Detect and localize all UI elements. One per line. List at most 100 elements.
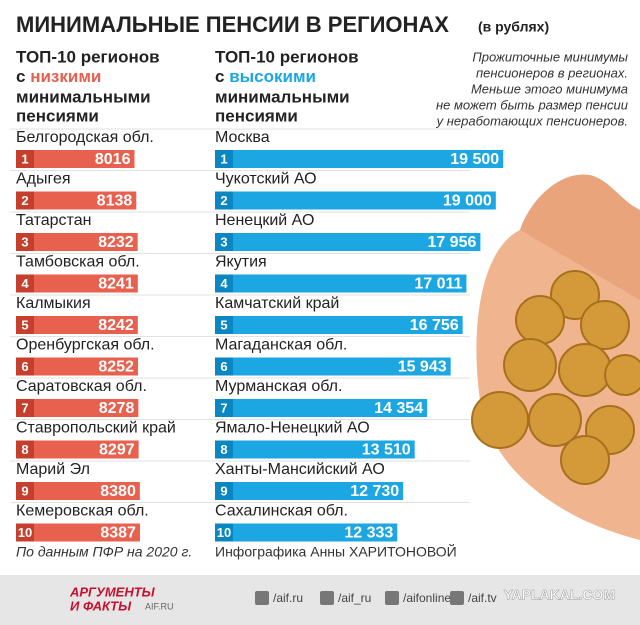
value-label: 12 333 <box>344 525 393 542</box>
rank-label: 3 <box>21 234 28 249</box>
rank-label: 8 <box>21 442 28 457</box>
rank-label: 7 <box>220 400 227 415</box>
chart-title: с низкими <box>16 67 101 86</box>
social-link: /aif.ru <box>273 591 303 605</box>
rank-box <box>16 274 34 293</box>
value-label: 19 000 <box>443 193 492 210</box>
category-label: Тамбовская обл. <box>16 254 140 271</box>
category-label: Ненецкий АО <box>215 212 314 229</box>
chart-title: ТОП-10 регионов <box>215 47 359 66</box>
value-label: 17 011 <box>414 276 462 293</box>
credit: Инфографика Анны ХАРИТОНОВОЙ <box>215 543 457 560</box>
title: МИНИМАЛЬНЫЕ ПЕНСИИ В РЕГИОНАХ <box>16 12 449 37</box>
watermark: YAPLAKAL.COM <box>504 587 616 603</box>
rank-label: 1 <box>21 151 28 166</box>
bar <box>215 191 496 210</box>
bar <box>215 150 504 168</box>
rank-box <box>215 191 233 210</box>
value-label: 13 510 <box>362 442 411 459</box>
social-icon <box>255 591 269 605</box>
rank-box <box>215 482 233 500</box>
category-label: Ханты-Мансийский АО <box>215 461 385 478</box>
chart-title: минимальными <box>16 87 151 106</box>
bar <box>16 191 137 210</box>
value-label: 19 500 <box>450 151 499 168</box>
bar <box>215 482 404 500</box>
category-label: Магаданская обл. <box>215 337 347 354</box>
category-label: Чукотский АО <box>215 171 317 188</box>
value-label: 8297 <box>99 442 135 459</box>
rank-label: 10 <box>217 525 231 540</box>
chart-title-word: с <box>16 67 25 86</box>
rank-label: 3 <box>220 234 227 249</box>
social-icon <box>320 591 334 605</box>
value-label: 8278 <box>99 400 135 417</box>
value-label: 14 354 <box>374 400 423 417</box>
category-label: Татарстан <box>16 212 91 229</box>
unit: (в рублях) <box>478 19 549 35</box>
bar <box>16 150 135 168</box>
chart-title: ТОП-10 регионов <box>16 47 160 66</box>
rank-box <box>16 357 34 376</box>
value-label: 8016 <box>95 151 131 168</box>
chart-title-accent: низкими <box>30 67 101 86</box>
bar <box>16 482 140 500</box>
category-label: Адыгея <box>16 171 71 188</box>
rank-box <box>215 440 233 459</box>
category-label: Сахалинская обл. <box>215 503 348 520</box>
bar <box>16 440 139 459</box>
rank-box <box>16 191 34 210</box>
bar <box>16 399 139 417</box>
rank-box <box>215 233 233 251</box>
rank-label: 4 <box>220 276 228 291</box>
value-label: 17 956 <box>427 234 476 251</box>
rank-label: 6 <box>21 359 28 374</box>
value-label: 12 730 <box>350 483 399 500</box>
rank-box <box>16 150 34 168</box>
rank-label: 5 <box>220 317 227 332</box>
rank-box <box>16 233 34 251</box>
rank-box <box>16 399 34 417</box>
rank-box <box>215 357 233 376</box>
value-label: 8232 <box>98 234 134 251</box>
rank-box <box>16 482 34 500</box>
source: По данным ПФР на 2020 г. <box>16 544 192 560</box>
note-line: у неработающих пенсионеров. <box>436 113 628 128</box>
category-label: Москва <box>215 129 270 146</box>
rank-label: 4 <box>21 276 29 291</box>
social-icon <box>450 591 464 605</box>
note-line: Меньше этого минимума <box>471 81 628 96</box>
rank-box <box>215 399 233 417</box>
chart-title-accent: высокими <box>229 67 316 86</box>
rank-label: 10 <box>18 525 32 540</box>
note-line: не может быть размер пенсии <box>436 97 628 112</box>
value-label: 8380 <box>100 483 136 500</box>
rank-box <box>215 523 233 542</box>
value-label: 8387 <box>100 525 136 542</box>
category-label: Мурманская обл. <box>215 378 342 395</box>
social-link: /aifonline <box>403 591 451 605</box>
category-label: Камчатский край <box>215 295 339 312</box>
bar <box>215 233 481 251</box>
rank-box <box>16 440 34 459</box>
chart-title: пенсиями <box>16 106 99 125</box>
bar <box>16 274 138 293</box>
chart-title: с высокими <box>215 67 316 86</box>
rank-label: 8 <box>220 442 227 457</box>
bar <box>16 316 138 334</box>
bar <box>16 523 140 542</box>
category-label: Белгородская обл. <box>16 129 154 146</box>
bar <box>16 233 138 251</box>
social-icon <box>385 591 399 605</box>
rank-label: 9 <box>220 483 227 498</box>
logo: АРГУМЕНТЫ <box>69 584 156 599</box>
chart-title: минимальными <box>215 87 350 106</box>
note-line: пенсионеров в регионах. <box>476 65 628 80</box>
rank-box <box>16 316 34 334</box>
rank-label: 7 <box>21 400 28 415</box>
bar <box>16 357 138 376</box>
chart-title-word: с <box>215 67 224 86</box>
value-label: 15 943 <box>398 359 447 376</box>
